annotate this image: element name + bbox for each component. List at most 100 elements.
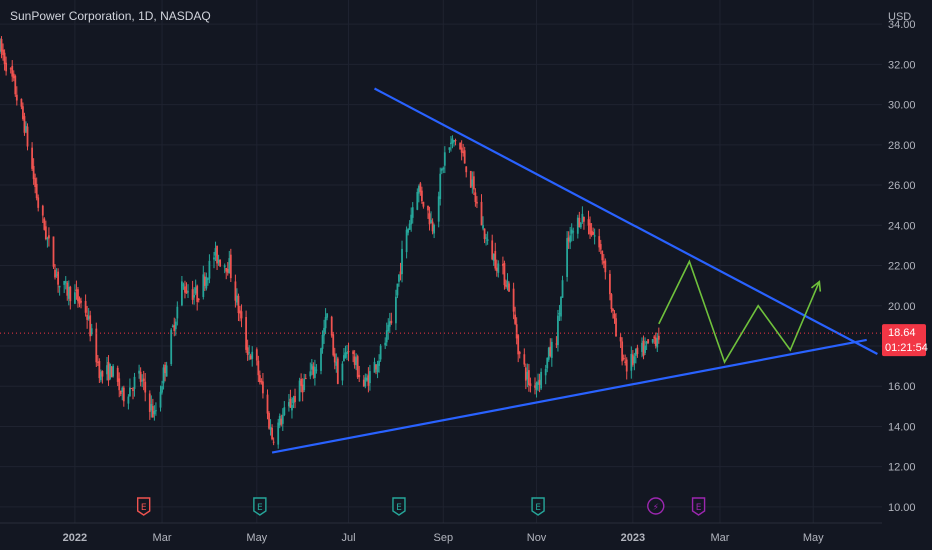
candle-body	[352, 351, 355, 355]
candle-body	[609, 273, 611, 295]
candle-body	[454, 140, 457, 142]
candle-body	[336, 358, 339, 384]
candle-body	[601, 250, 604, 261]
candle-body	[262, 381, 264, 394]
candle-body	[228, 258, 231, 274]
candle-body	[110, 366, 113, 378]
candle-body	[492, 253, 495, 261]
candle-body	[63, 281, 66, 285]
candle-body	[75, 289, 78, 292]
candle-body	[87, 316, 90, 319]
x-tick-label: Mar	[710, 532, 729, 544]
candle-body	[411, 207, 414, 218]
candle-body	[419, 183, 422, 193]
candle-body	[161, 386, 163, 393]
candle-body	[472, 176, 475, 190]
candle-body	[164, 364, 166, 374]
candle-body	[11, 65, 14, 77]
candle-body	[173, 325, 176, 331]
candle-body	[375, 364, 377, 370]
candle-body	[118, 378, 121, 391]
candle-body	[408, 223, 411, 230]
candle-body	[141, 380, 144, 382]
candle-body	[641, 342, 643, 352]
price-tag: 18.64 01:21:54	[882, 324, 928, 357]
candle-body	[300, 378, 303, 386]
y-tick-label: 26.00	[888, 180, 916, 192]
candle-body	[355, 357, 358, 366]
candle-body	[176, 306, 179, 319]
candle-body	[9, 68, 12, 70]
earnings-icon	[253, 497, 267, 516]
candle-body	[631, 354, 634, 365]
candle-body	[612, 309, 614, 312]
candle-body	[44, 226, 47, 239]
candle-body	[529, 383, 532, 387]
candle-body	[422, 201, 425, 207]
projection-path[interactable]	[658, 259, 822, 364]
candle-body	[41, 205, 44, 216]
candle-body	[420, 190, 423, 202]
candle-body	[150, 404, 153, 411]
candle-body	[343, 355, 345, 362]
candle-body	[599, 244, 602, 250]
candle-body	[517, 335, 520, 355]
earnings-icon	[136, 497, 151, 516]
candle-body	[428, 213, 431, 225]
x-axis[interactable]: 2022 Mar May Jul Sep Nov 2023 Mar May	[63, 532, 824, 544]
candle-body	[459, 143, 462, 150]
candle-body	[303, 378, 306, 390]
earnings-icon	[531, 497, 545, 516]
candle-body	[90, 328, 93, 335]
candle-body	[122, 387, 125, 402]
candle-body	[431, 221, 434, 232]
candle-body	[320, 348, 322, 371]
candle-body	[162, 367, 165, 384]
candle-body	[469, 170, 472, 188]
candle-body	[226, 269, 229, 273]
candle-body	[121, 387, 124, 392]
candle-body	[654, 337, 657, 347]
candle-body	[373, 361, 376, 373]
candle-body	[234, 281, 237, 301]
candle-body	[144, 381, 147, 393]
candle-body	[138, 370, 141, 374]
candle-body	[0, 40, 1, 52]
candle-body	[346, 352, 348, 354]
candle-body	[399, 271, 402, 275]
trendline-upper	[373, 87, 878, 356]
candle-body	[440, 169, 443, 171]
grid	[0, 0, 882, 523]
event-marker-earnings: E	[691, 497, 706, 516]
candle-body	[153, 410, 156, 415]
candle-body	[255, 349, 258, 361]
candle-body	[560, 296, 562, 317]
candle-body	[132, 389, 134, 391]
event-marker-label: ⚡	[653, 503, 659, 513]
candle-body	[508, 283, 510, 292]
candle-body	[174, 321, 177, 330]
candle-body	[52, 236, 55, 267]
candle-body	[98, 360, 101, 379]
y-axis[interactable]: 10.0012.0014.0016.0018.0020.0022.0024.00…	[888, 19, 916, 514]
candle-body	[292, 397, 295, 404]
y-tick-label: 12.00	[888, 462, 916, 474]
candle-body	[558, 312, 561, 315]
candle-body	[358, 374, 361, 378]
candle-body	[271, 427, 273, 440]
candle-body	[208, 260, 211, 279]
candle-body	[280, 418, 283, 425]
candle-body	[540, 371, 543, 389]
candle-body	[20, 98, 23, 107]
candle-body	[341, 363, 344, 381]
event-markers[interactable]: E E E E ⚡ E	[136, 497, 706, 516]
candle-body	[503, 263, 506, 286]
x-tick-label: May	[803, 532, 824, 544]
candle-body	[448, 147, 451, 150]
candle-body	[57, 271, 59, 285]
trendlines[interactable]	[271, 87, 878, 454]
candle-body	[310, 364, 313, 370]
candle-body	[656, 338, 659, 348]
